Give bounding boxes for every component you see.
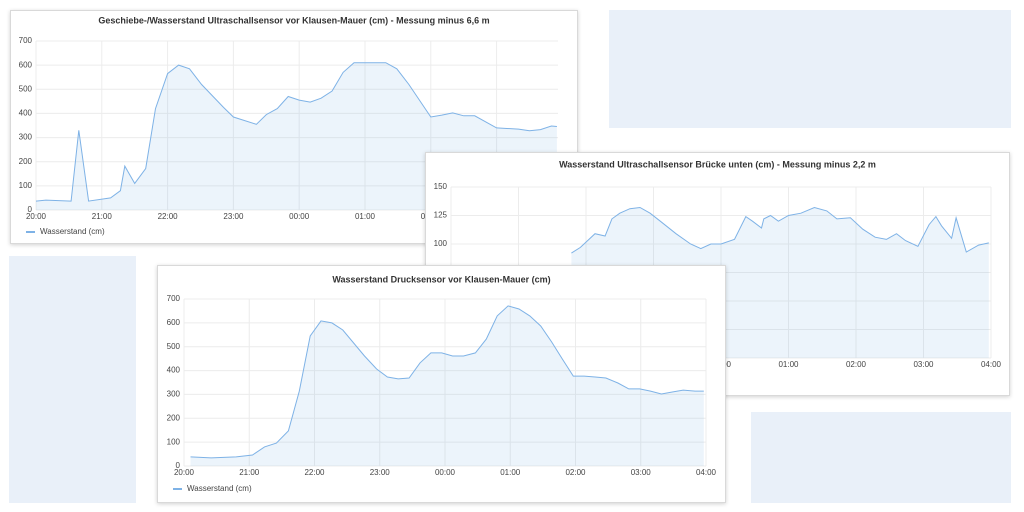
y-tick-label: 0 — [28, 205, 33, 214]
x-tick-label: 03:00 — [913, 360, 934, 369]
y-tick-label: 100 — [167, 437, 181, 446]
line — [190, 305, 704, 459]
x-tick-label: 21:00 — [92, 212, 113, 221]
placeholder-panel — [751, 412, 1011, 503]
y-tick-label: 500 — [19, 84, 33, 93]
x-tick-label: 02:00 — [846, 360, 867, 369]
y-tick-label: 400 — [167, 366, 181, 375]
x-tick-label: 23:00 — [370, 468, 391, 477]
x-tick-label: 03:00 — [631, 468, 652, 477]
y-tick-label: 200 — [19, 157, 33, 166]
x-tick-label: 01:00 — [778, 360, 799, 369]
line — [571, 206, 989, 254]
y-tick-label: 300 — [19, 133, 33, 142]
y-tick-label: 0 — [176, 461, 181, 470]
placeholder-panel — [9, 256, 136, 503]
line — [35, 62, 557, 202]
legend-label: Wasserstand (cm) — [40, 227, 105, 236]
chart-title: Wasserstand Ultraschallsensor Brücke unt… — [559, 159, 876, 169]
x-tick-label: 00:00 — [289, 212, 310, 221]
y-tick-label: 150 — [434, 182, 448, 191]
y-tick-label: 100 — [19, 181, 33, 190]
y-tick-label: 700 — [19, 36, 33, 45]
chart-title: Wasserstand Drucksensor vor Klausen-Maue… — [332, 274, 550, 284]
x-tick-label: 22:00 — [304, 468, 325, 477]
y-tick-label: 600 — [19, 60, 33, 69]
x-tick-label: 22:00 — [158, 212, 179, 221]
chart: Wasserstand Drucksensor vor Klausen-Maue… — [167, 274, 717, 493]
y-tick-label: 500 — [167, 342, 181, 351]
x-tick-label: 04:00 — [981, 360, 1002, 369]
x-tick-label: 00:00 — [435, 468, 456, 477]
x-tick-label: 02:00 — [565, 468, 586, 477]
chart-panel: Wasserstand Drucksensor vor Klausen-Maue… — [157, 265, 726, 503]
legend-swatch — [173, 488, 182, 490]
y-tick-label: 300 — [167, 390, 181, 399]
y-tick-label: 700 — [167, 294, 181, 303]
y-tick-label: 600 — [167, 318, 181, 327]
y-tick-label: 200 — [167, 413, 181, 422]
legend-swatch — [26, 231, 35, 233]
x-tick-label: 21:00 — [239, 468, 260, 477]
y-tick-label: 125 — [434, 211, 448, 220]
x-tick-label: 20:00 — [26, 212, 47, 221]
legend-label: Wasserstand (cm) — [187, 484, 252, 493]
chart-title: Geschiebe-/Wasserstand Ultraschallsensor… — [98, 15, 489, 25]
area — [190, 305, 704, 466]
x-tick-label: 01:00 — [355, 212, 376, 221]
y-tick-label: 400 — [19, 109, 33, 118]
placeholder-panel — [609, 10, 1011, 128]
x-tick-label: 04:00 — [696, 468, 717, 477]
y-tick-label: 100 — [434, 239, 448, 248]
x-tick-label: 23:00 — [223, 212, 244, 221]
x-tick-label: 20:00 — [174, 468, 195, 477]
x-tick-label: 01:00 — [500, 468, 521, 477]
